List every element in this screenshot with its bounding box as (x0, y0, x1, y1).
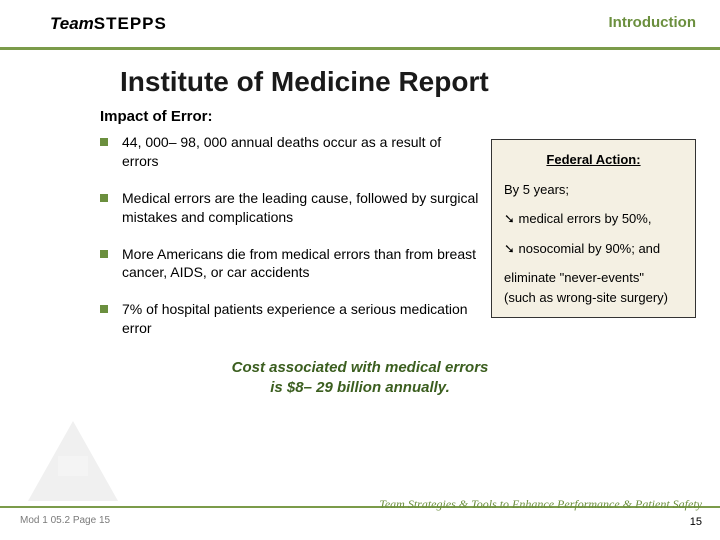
bullet-icon (100, 305, 108, 313)
subtitle: Impact of Error: (100, 108, 720, 125)
box-line: ➘ nosocomial by 90%; and (504, 239, 683, 259)
tagline: Team Strategies & Tools to Enhance Perfo… (379, 497, 702, 512)
cost-line: is $8– 29 billion annually. (270, 379, 450, 396)
box-line: By 5 years; (504, 180, 683, 200)
logo-stepps: STEPPS (94, 14, 167, 33)
content: 44, 000– 98, 000 annual deaths occur as … (0, 133, 720, 356)
bullet-icon (100, 194, 108, 202)
logo-team: Team (50, 14, 94, 33)
bullet-text: 7% of hospital patients experience a ser… (122, 300, 479, 338)
box-line: eliminate "never-events" (such as wrong-… (504, 268, 683, 307)
bullet-icon (100, 250, 108, 258)
cost-statement: Cost associated with medical errors is $… (0, 358, 720, 397)
page-title: Institute of Medicine Report (120, 66, 720, 98)
box-title: Federal Action: (504, 150, 683, 170)
footer: Mod 1 05.2 Page 15 Team Strategies & Too… (0, 492, 720, 528)
bullet-list: 44, 000– 98, 000 annual deaths occur as … (100, 133, 491, 356)
bullet-text: More Americans die from medical errors t… (122, 245, 479, 283)
mod-label: Mod 1 05.2 Page 15 (20, 515, 110, 526)
bullet-text: Medical errors are the leading cause, fo… (122, 189, 479, 227)
box-text: eliminate "never-events" (504, 270, 644, 285)
box-line: ➘ medical errors by 50%, (504, 209, 683, 229)
list-item: 44, 000– 98, 000 annual deaths occur as … (100, 133, 479, 171)
page-number: 15 (690, 516, 702, 528)
federal-action-box: Federal Action: By 5 years; ➘ medical er… (491, 139, 696, 318)
cost-line: Cost associated with medical errors (232, 359, 489, 376)
bullet-icon (100, 138, 108, 146)
list-item: More Americans die from medical errors t… (100, 245, 479, 283)
box-text: (such as wrong-site surgery) (504, 290, 668, 305)
section-label: Introduction (609, 14, 696, 31)
list-item: 7% of hospital patients experience a ser… (100, 300, 479, 338)
bullet-text: 44, 000– 98, 000 annual deaths occur as … (122, 133, 479, 171)
logo: TeamSTEPPS (50, 14, 167, 34)
header: TeamSTEPPS Introduction (0, 0, 720, 50)
list-item: Medical errors are the leading cause, fo… (100, 189, 479, 227)
